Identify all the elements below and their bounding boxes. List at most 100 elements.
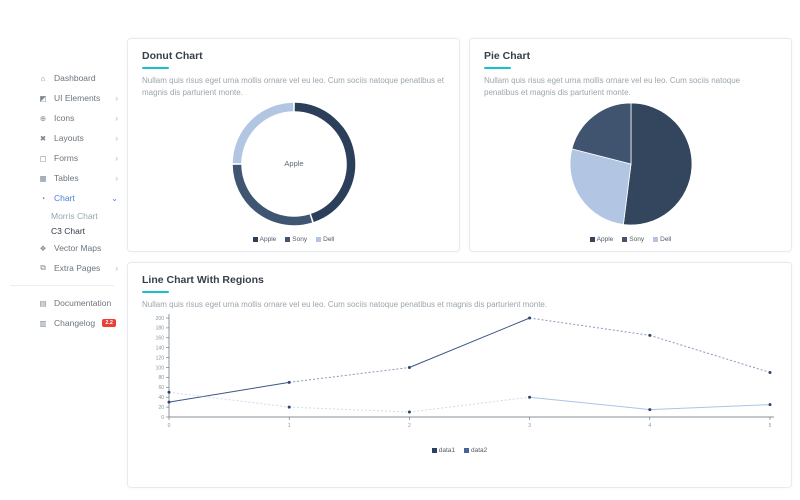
- chevron-right-icon: ›: [115, 263, 118, 273]
- vector-maps-icon: ❖: [39, 243, 47, 253]
- pie-card-title: Pie Chart: [484, 50, 531, 62]
- pie-chart-card: Pie Chart Nullam quis risus eget urna mo…: [469, 38, 792, 252]
- sidebar-item-label: Icons: [54, 113, 75, 123]
- sidebar-subitem-c3-chart[interactable]: C3 Chart: [0, 223, 124, 238]
- legend-item-sony[interactable]: Sony: [622, 236, 644, 243]
- legend-swatch: [464, 448, 469, 454]
- legend-label: data1: [438, 447, 455, 455]
- layouts-icon: ✖: [39, 133, 47, 143]
- chevron-down-icon: ⌄: [111, 193, 118, 203]
- svg-text:0: 0: [161, 415, 164, 421]
- legend-item-apple[interactable]: Apple: [252, 235, 277, 243]
- pie-chart-legend: Apple Sony Dell: [484, 236, 777, 243]
- changelog-icon: ▥: [39, 318, 47, 328]
- chevron-right-icon: ›: [115, 113, 118, 123]
- sidebar-item-forms[interactable]: ▢ Forms ›: [0, 148, 124, 168]
- sidebar-item-label: Layouts: [54, 133, 84, 143]
- chevron-right-icon: ›: [115, 133, 118, 143]
- legend-label: Apple: [259, 235, 277, 243]
- sidebar-item-label: Chart: [54, 193, 75, 203]
- sidebar-item-label: UI Elements: [54, 93, 101, 103]
- ui-elements-icon: ◩: [39, 93, 47, 103]
- sidebar-subitem-morris-chart[interactable]: Morris Chart: [0, 208, 124, 223]
- legend-item-dell[interactable]: Dell: [316, 236, 334, 243]
- sidebar-item-chart[interactable]: ◔ Chart ⌄: [0, 188, 124, 208]
- version-badge: 2.2: [102, 318, 116, 328]
- donut-chart-legend: Apple Sony Dell: [142, 236, 445, 243]
- legend-swatch: [622, 236, 628, 242]
- line-chart-legend: data1 data2: [142, 447, 777, 454]
- legend-label: data2: [471, 447, 488, 455]
- sidebar-item-label: Vector Maps: [54, 243, 102, 253]
- documentation-icon: ▤: [39, 298, 47, 308]
- svg-text:60: 60: [158, 385, 164, 391]
- legend-label: Apple: [596, 235, 614, 243]
- legend-label: Sony: [629, 235, 645, 243]
- sidebar-item-label: Extra Pages: [54, 263, 101, 273]
- sidebar-item-tables[interactable]: ▦ Tables ›: [0, 168, 124, 188]
- sidebar-item-label: Dashboard: [54, 73, 96, 83]
- svg-text:200: 200: [156, 316, 165, 322]
- extra-pages-icon: ⧉: [40, 263, 46, 272]
- legend-swatch: [431, 448, 437, 454]
- sidebar-item-label: Documentation: [54, 298, 112, 308]
- sidebar-item-extra-pages[interactable]: ⧉ Extra Pages ›: [0, 258, 124, 278]
- legend-item-data1[interactable]: data1: [431, 447, 455, 455]
- legend-item-data2[interactable]: data2: [464, 447, 487, 454]
- title-accent-bar: [484, 67, 511, 69]
- tables-icon: ▦: [39, 173, 47, 183]
- line-card-description: Nullam quis risus eget urna mollis ornar…: [142, 300, 548, 309]
- pie-chart: [484, 100, 777, 233]
- svg-text:160: 160: [156, 336, 165, 342]
- svg-text:40: 40: [158, 395, 164, 401]
- sidebar-item-changelog[interactable]: ▥ Changelog 2.2: [0, 313, 124, 333]
- svg-text:180: 180: [156, 326, 165, 332]
- legend-label: Dell: [660, 235, 672, 243]
- sidebar-subitem-label: Morris Chart: [51, 210, 98, 221]
- legend-swatch: [285, 236, 291, 242]
- sidebar-item-ui-elements[interactable]: ◩ UI Elements ›: [0, 88, 124, 108]
- svg-text:2: 2: [408, 423, 411, 429]
- svg-text:80: 80: [158, 376, 164, 382]
- sidebar-item-vector-maps[interactable]: ❖ Vector Maps: [0, 238, 124, 258]
- svg-text:Apple: Apple: [284, 159, 303, 168]
- sidebar-item-label: Tables: [54, 173, 79, 183]
- icons-icon: ⊕: [39, 113, 47, 123]
- sidebar-item-label: Forms: [54, 153, 79, 163]
- legend-swatch: [252, 236, 258, 242]
- line-chart-card: Line Chart With Regions Nullam quis risu…: [127, 262, 792, 488]
- svg-text:140: 140: [156, 346, 165, 352]
- line-card-title: Line Chart With Regions: [142, 274, 264, 286]
- sidebar-nav: ⌂ Dashboard ◩ UI Elements › ⊕ Icons › ✖ Layouts › ▢…: [0, 68, 124, 333]
- line-chart: 0 20 40 60 80 100 120 140 160 180 200 0 1 2 3 4 5: [142, 311, 777, 444]
- title-accent-bar: [142, 67, 169, 69]
- sidebar: ⌂ Dashboard ◩ UI Elements › ⊕ Icons › ✖ Layouts › ▢…: [0, 0, 124, 500]
- legend-swatch: [653, 236, 659, 242]
- pie-card-description: Nullam quis risus eget urna mollis ornar…: [484, 76, 741, 98]
- sidebar-item-dashboard[interactable]: ⌂ Dashboard: [0, 68, 124, 88]
- sidebar-item-icons[interactable]: ⊕ Icons ›: [0, 108, 124, 128]
- sidebar-item-layouts[interactable]: ✖ Layouts ›: [0, 128, 124, 148]
- legend-swatch: [589, 236, 595, 242]
- title-accent-bar: [142, 291, 169, 293]
- donut-chart-card: Donut Chart Nullam quis risus eget urna …: [127, 38, 460, 252]
- svg-text:5: 5: [769, 423, 772, 429]
- donut-card-description: Nullam quis risus eget urna mollis ornar…: [142, 76, 444, 98]
- chevron-right-icon: ›: [115, 153, 118, 163]
- svg-text:20: 20: [158, 405, 164, 411]
- donut-card-title: Donut Chart: [142, 50, 203, 62]
- svg-text:4: 4: [648, 423, 651, 429]
- legend-item-dell[interactable]: Dell: [653, 236, 671, 243]
- legend-item-sony[interactable]: Sony: [285, 236, 307, 243]
- sidebar-item-label: Changelog: [54, 318, 96, 328]
- chevron-right-icon: ›: [115, 93, 118, 103]
- chart-icon: ◔: [40, 193, 46, 203]
- svg-text:0: 0: [168, 423, 171, 429]
- svg-text:100: 100: [156, 366, 165, 372]
- sidebar-subitem-label: C3 Chart: [51, 225, 86, 236]
- legend-item-apple[interactable]: Apple: [589, 235, 614, 243]
- svg-text:120: 120: [156, 356, 165, 362]
- sidebar-divider: [10, 285, 114, 286]
- sidebar-item-documentation[interactable]: ▤ Documentation: [0, 293, 124, 313]
